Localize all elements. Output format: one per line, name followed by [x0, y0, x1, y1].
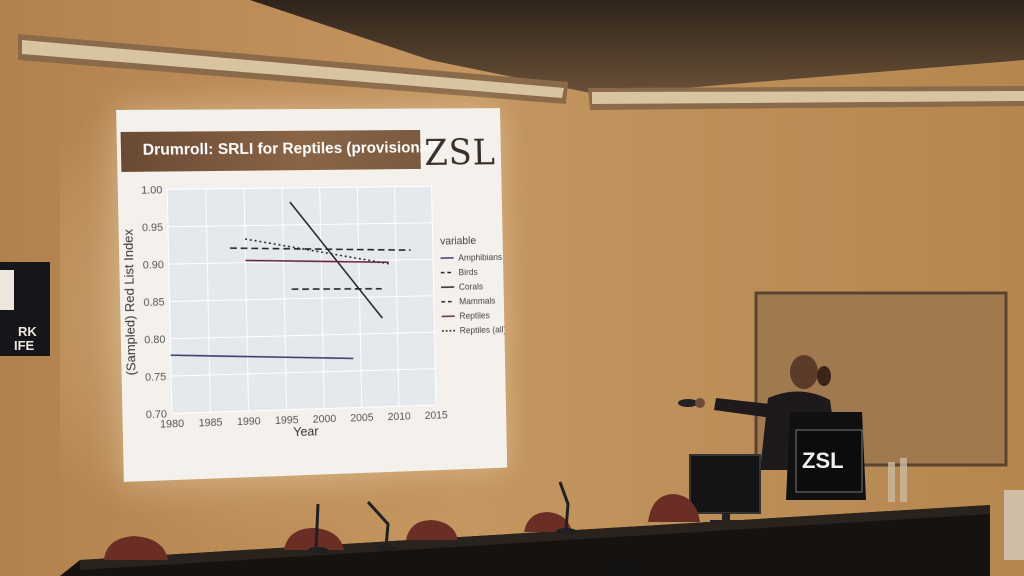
x-tick-label: 1985 — [199, 417, 223, 430]
slide-title: Drumroll: SRLI for Reptiles (provisional… — [143, 140, 438, 160]
y-tick-label: 0.70 — [146, 409, 167, 422]
x-tick-label: 2005 — [350, 412, 373, 425]
legend-label: Amphibians — [458, 252, 502, 263]
legend-label: Reptiles (all) — [460, 325, 507, 336]
x-tick-label: 1990 — [237, 416, 261, 429]
podium-logo: ZSL — [802, 448, 844, 473]
legend-label: Reptiles — [459, 310, 490, 320]
radiator — [1004, 490, 1024, 560]
y-tick-label: 0.90 — [143, 259, 164, 271]
y-tick-label: 0.75 — [145, 371, 166, 384]
wall-sign-text-2: IFE — [14, 338, 35, 353]
y-tick-label: 0.80 — [144, 334, 165, 347]
projected-slide: Drumroll: SRLI for Reptiles (provisional… — [116, 108, 507, 482]
legend-label: Corals — [459, 282, 484, 292]
legend-label: Birds — [458, 267, 478, 277]
x-tick-label: 2010 — [388, 411, 411, 423]
slide-title-bar: Drumroll: SRLI for Reptiles (provisional… — [121, 130, 421, 172]
legend-label: Mammals — [459, 296, 496, 307]
water-bottle — [888, 462, 895, 502]
wall-sign-text-1: RK — [18, 324, 37, 339]
y-tick-label: 1.00 — [141, 184, 162, 196]
wall-sign-letter — [0, 270, 14, 310]
x-tick-label: 2015 — [425, 410, 448, 422]
microphone-base — [376, 545, 396, 551]
microphone-base — [308, 547, 328, 553]
microphone-base — [556, 528, 576, 534]
y-axis-label: (Sampled) Red List Index — [121, 228, 139, 375]
slide-surface: Drumroll: SRLI for Reptiles (provisional… — [116, 108, 507, 482]
legend-title: variable — [440, 235, 476, 247]
monitor — [690, 455, 760, 524]
x-axis-label: Year — [293, 423, 319, 439]
rli-chart: 1980 1985 1990 1995 2000 2005 2010 20150.700.75… — [117, 166, 507, 480]
y-tick-label: 0.95 — [142, 222, 163, 234]
y-tick-label: 0.85 — [143, 297, 164, 309]
water-bottle — [900, 458, 907, 502]
